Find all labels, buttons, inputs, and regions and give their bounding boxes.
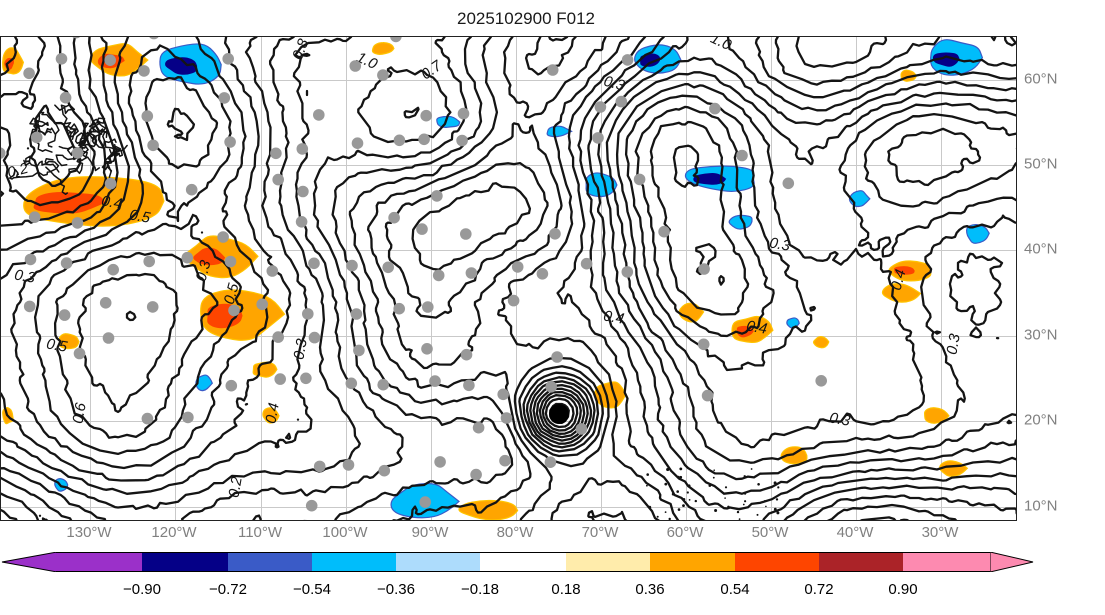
svg-text:0.3: 0.3 (290, 337, 310, 361)
svg-text:0.4: 0.4 (602, 307, 625, 327)
svg-text:0.3: 0.3 (828, 409, 852, 429)
svg-text:0.3: 0.3 (943, 332, 963, 356)
svg-text:1.0: 1.0 (708, 37, 735, 54)
svg-text:0.4: 0.4 (262, 401, 282, 424)
svg-text:0.7: 0.7 (418, 57, 445, 83)
svg-text:0.4: 0.4 (745, 317, 768, 337)
svg-text:0.8: 0.8 (289, 37, 312, 62)
svg-text:0.2: 0.2 (6, 160, 31, 182)
svg-text:0.2: 0.2 (225, 475, 245, 499)
svg-text:0.3: 0.3 (13, 266, 37, 286)
svg-text:0.5: 0.5 (45, 335, 69, 355)
svg-text:0.4: 0.4 (100, 192, 123, 212)
